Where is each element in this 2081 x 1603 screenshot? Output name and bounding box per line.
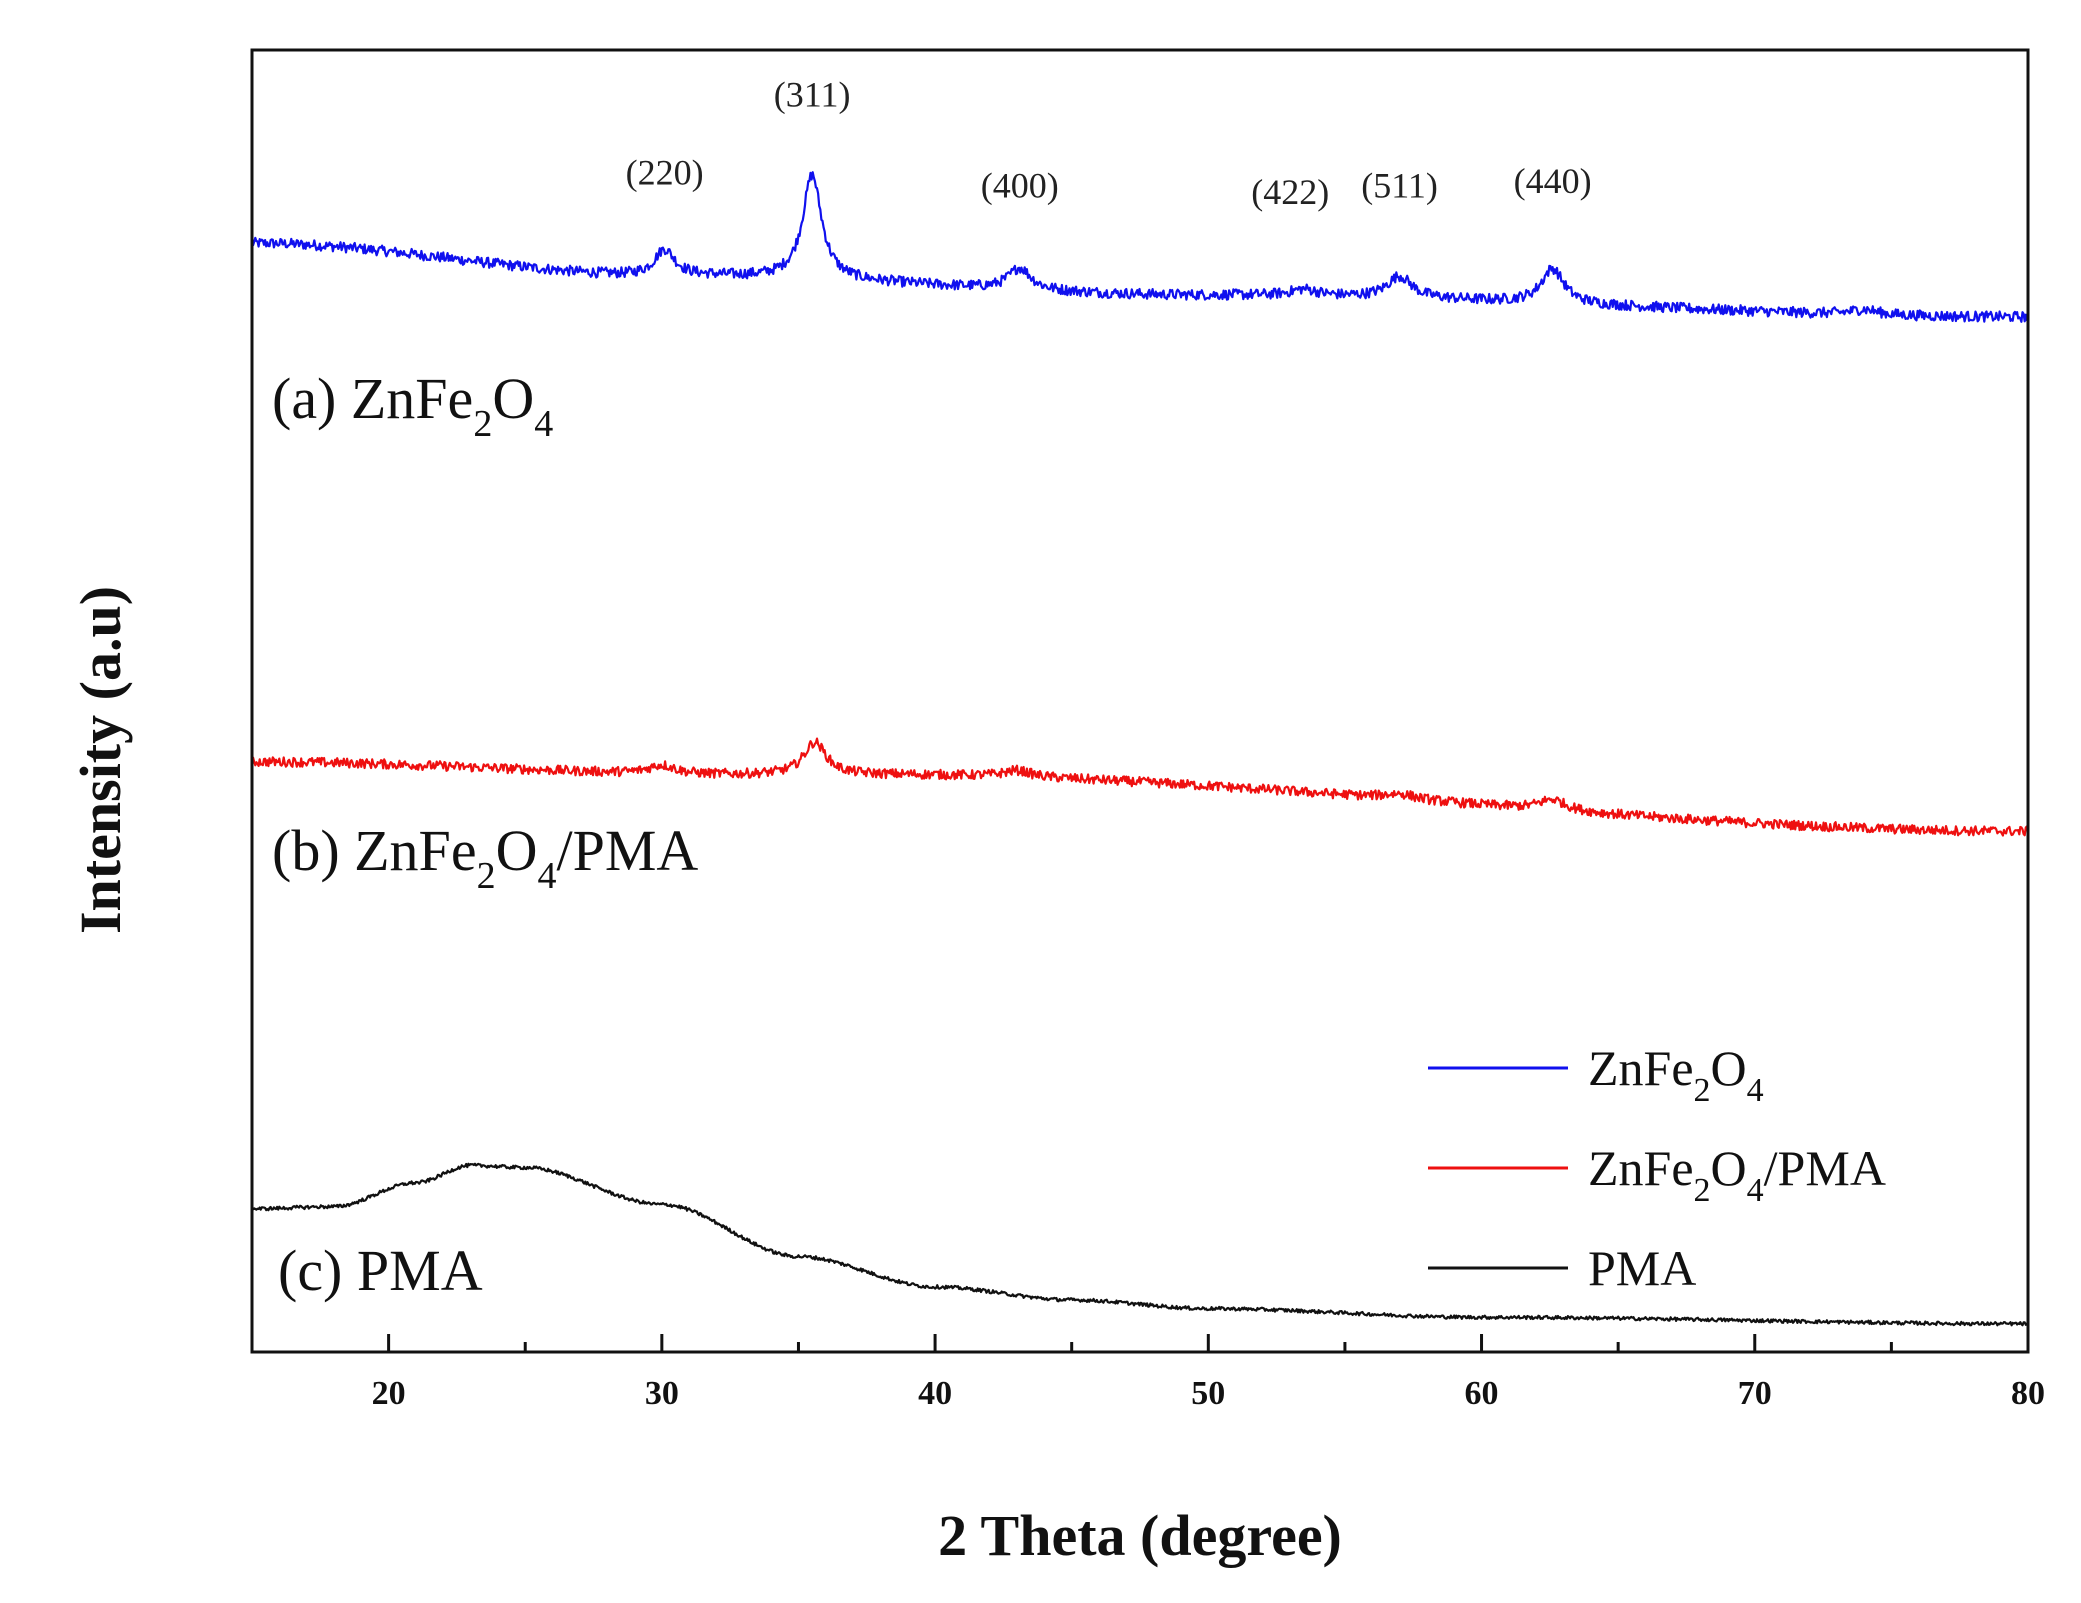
y-axis-title: Intensity (a.u)	[68, 586, 133, 934]
peak-label: (440)	[1514, 161, 1592, 201]
x-axis-ticks: 20 30 40 50 60 70 80	[372, 1334, 2045, 1412]
legend-label-znfe2o4: ZnFe2O4	[1588, 1040, 1764, 1109]
series-label-a: (a) ZnFe2O4	[272, 366, 553, 445]
peak-label: (311)	[774, 74, 851, 114]
peak-label: (511)	[1361, 166, 1438, 206]
x-tick-label: 60	[1465, 1375, 1499, 1412]
series-line-pma	[251, 1162, 2029, 1327]
peak-label: (400)	[981, 166, 1059, 206]
legend: ZnFe2O4 ZnFe2O4/PMA PMA	[1428, 1040, 1886, 1296]
x-tick-label: 20	[372, 1375, 406, 1412]
peak-labels: (220) (311) (400) (422) (511) (440)	[626, 74, 1592, 212]
legend-label-znfe2o4-pma: ZnFe2O4/PMA	[1588, 1140, 1886, 1209]
x-tick-label: 50	[1191, 1375, 1225, 1412]
series-label-b: (b) ZnFe2O4/PMA	[272, 818, 698, 897]
series-label-c: (c) PMA	[278, 1238, 483, 1303]
series-line-znfe2o4	[250, 171, 2030, 323]
series-line-znfe2o4-pma	[251, 737, 2030, 837]
series-layer	[250, 171, 2030, 1327]
peak-label: (220)	[626, 153, 704, 193]
peak-label: (422)	[1251, 172, 1329, 212]
legend-label-pma: PMA	[1588, 1240, 1696, 1296]
x-tick-label: 30	[645, 1375, 679, 1412]
plot-frame	[250, 48, 2030, 1354]
x-axis-title: 2 Theta (degree)	[938, 1503, 1342, 1568]
x-tick-label: 40	[918, 1375, 952, 1412]
x-tick-label: 70	[1738, 1375, 1772, 1412]
x-tick-label: 80	[2011, 1375, 2045, 1412]
